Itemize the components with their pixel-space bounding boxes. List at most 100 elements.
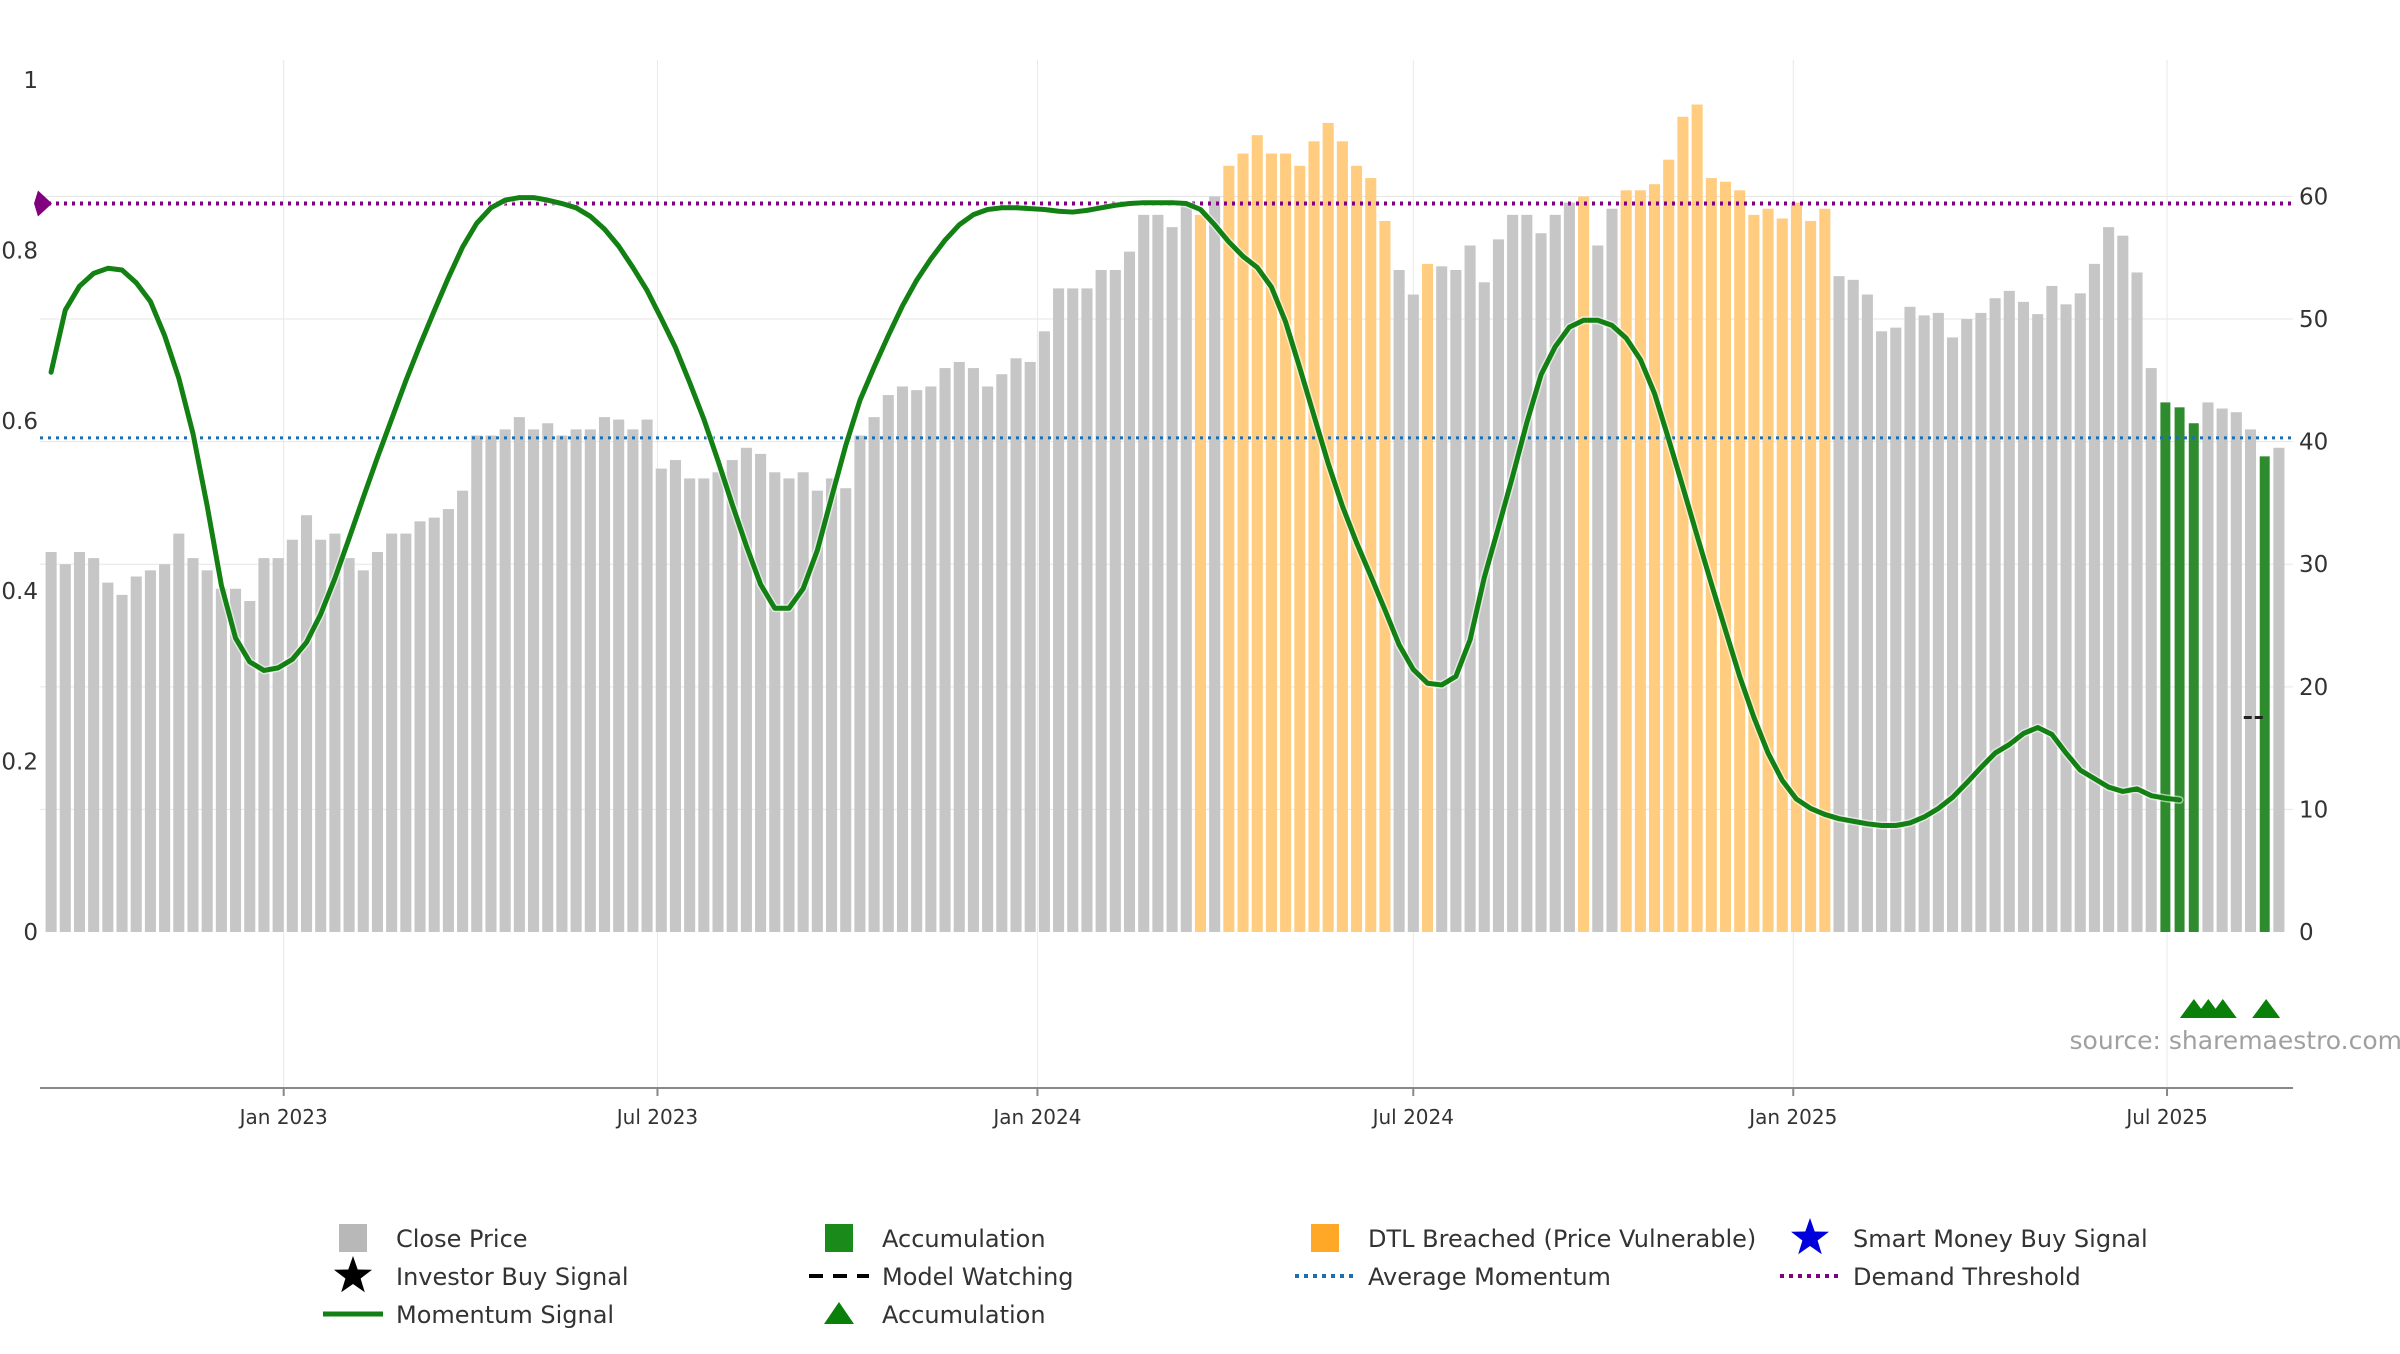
close-price-bar [2146,368,2157,932]
close-price-bar [2032,314,2043,932]
close-price-bar [627,429,638,932]
close-price-bar [2018,302,2029,932]
y-right-tick-label: 0 [2299,920,2314,946]
legend-label: Accumulation [882,1301,1046,1329]
close-price-bar [2131,272,2142,932]
close-price-bar [2061,304,2072,932]
x-tick-label: Jan 2025 [1747,1105,1837,1129]
close-price-bar [1010,358,1021,932]
close-price-bar [954,362,965,932]
legend-label: DTL Breached (Price Vulnerable) [1368,1225,1756,1253]
close-price-bar [102,583,113,932]
close-price-bar [727,460,738,932]
close-price-bar [1053,288,1064,932]
close-price-bar [457,491,468,932]
close-price-bar [2217,409,2228,932]
close-price-bar [1919,315,1930,932]
close-price-bar [528,429,539,932]
dtl-breached-bar [1578,196,1589,932]
dtl-breached-bar [1266,154,1277,932]
legend-item: Investor Buy Signal [334,1256,629,1292]
close-price-bar [287,540,298,932]
close-price-bar [443,509,454,932]
close-price-bar [1904,307,1915,932]
close-price-bar [599,417,610,932]
y-right-tick-label: 10 [2299,797,2328,823]
dtl-breached-bar [1777,219,1788,932]
dtl-breached-bar [1294,166,1305,932]
close-price-bar [2202,402,2213,932]
close-price-bar [1167,227,1178,932]
close-price-bar [88,558,99,932]
dtl-breached-bar [1734,190,1745,932]
close-price-bar [471,436,482,932]
close-price-bar [798,472,809,932]
close-price-bar [1209,196,1220,932]
source-note: source: sharemaestro.com [2070,1026,2400,1055]
accumulation-bar [2160,402,2170,932]
close-price-bar [1436,266,1447,932]
legend-item: Demand Threshold [1780,1263,2081,1291]
close-price-bar [400,534,411,932]
dtl-breached-bar [1223,166,1234,932]
y-left-tick-label: 1 [23,68,38,94]
x-tick-label: Jul 2023 [615,1105,698,1129]
close-price-bar [1592,245,1603,932]
close-price-bar [2046,286,2057,932]
close-price-bar [1096,270,1107,932]
close-price-bar [883,395,894,932]
close-price-bar [131,576,142,932]
y-right-tick-label: 50 [2299,307,2328,333]
close-price-bar [1550,215,1561,932]
close-price-bar [60,564,71,932]
legend-label: Demand Threshold [1853,1263,2081,1291]
close-price-bar [542,423,553,932]
close-price-bar [854,436,865,932]
accumulation-bar [2260,456,2270,932]
close-price-bar [2117,236,2128,932]
close-price-bar [1152,215,1163,932]
y-left-tick-label: 0.6 [1,409,38,435]
close-price-bar [500,429,511,932]
legend-label: Average Momentum [1368,1263,1611,1291]
close-price-bar [556,436,567,932]
close-price-bar [755,454,766,932]
dtl-breached-bar [1649,184,1660,932]
close-price-bar [1465,245,1476,932]
legend-item: DTL Breached (Price Vulnerable) [1311,1224,1756,1253]
close-price-bar [1039,331,1050,932]
legend-item: Accumulation [825,1224,1046,1253]
close-price-bar [1933,313,1944,932]
close-price-bar [940,368,951,932]
legend-label: Model Watching [882,1263,1074,1291]
dtl-breached-bar [1323,123,1334,932]
close-price-bar [656,469,667,932]
x-tick-label: Jul 2025 [2124,1105,2207,1129]
close-price-bar [769,472,780,932]
close-price-bar [1848,280,1859,932]
dtl-breached-bar [1677,117,1688,932]
close-price-bar [1890,328,1901,932]
close-price-bar [117,595,128,932]
close-price-bar [1493,239,1504,932]
legend-item: Momentum Signal [323,1301,614,1329]
close-price-bar [1408,295,1419,932]
legend-item: Average Momentum [1295,1263,1611,1291]
close-price-bar [684,478,695,932]
dtl-breached-bar [1337,141,1348,932]
close-price-bar [1081,288,1092,932]
close-price-bar [1521,215,1532,932]
x-tick-label: Jan 2023 [238,1105,328,1129]
x-tick-label: Jul 2024 [1371,1105,1454,1129]
close-price-bar [968,368,979,932]
close-price-bar [783,478,794,932]
close-price-bar [1124,252,1135,932]
legend-item: Close Price [339,1224,528,1253]
close-price-bar [1833,276,1844,932]
close-price-bar [840,488,851,932]
dtl-breached-bar [1663,160,1674,932]
close-price-bar [1025,362,1036,932]
legend-triangle-icon [824,1302,854,1324]
